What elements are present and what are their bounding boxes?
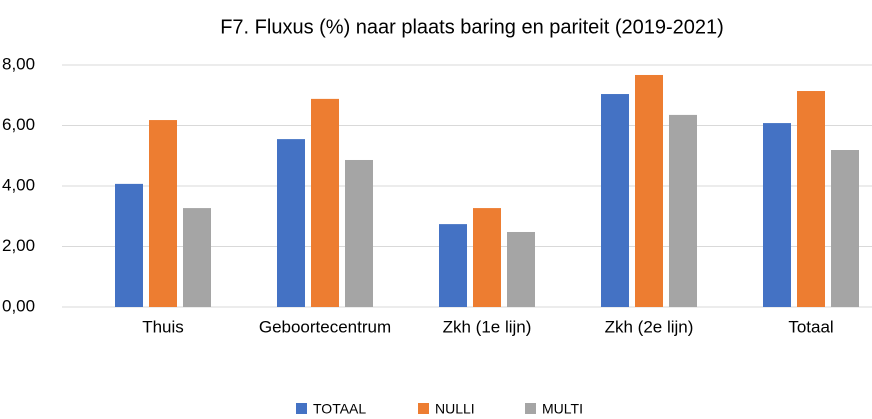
legend-swatch bbox=[418, 403, 429, 414]
bar bbox=[345, 159, 373, 307]
bar bbox=[115, 183, 143, 307]
legend-swatch bbox=[525, 403, 536, 414]
bar bbox=[277, 139, 305, 307]
legend-swatch bbox=[296, 403, 307, 414]
bar bbox=[507, 231, 535, 307]
bar bbox=[149, 120, 177, 308]
y-tick-label: 0,00 bbox=[2, 296, 35, 315]
bar bbox=[601, 94, 629, 307]
bar bbox=[311, 98, 339, 307]
bar bbox=[831, 150, 859, 307]
y-tick-label: 4,00 bbox=[2, 175, 35, 194]
bar bbox=[439, 224, 467, 307]
x-tick-label: Totaal bbox=[788, 317, 833, 336]
legend-label: MULTI bbox=[542, 401, 583, 417]
bar bbox=[635, 74, 663, 307]
x-tick-label: Thuis bbox=[142, 317, 184, 336]
y-tick-label: 6,00 bbox=[2, 115, 35, 134]
chart-title: F7. Fluxus (%) naar plaats baring en par… bbox=[220, 16, 724, 38]
y-tick-label: 8,00 bbox=[2, 54, 35, 73]
legend-label: TOTAAL bbox=[313, 401, 366, 417]
x-tick-label: Zkh (2e lijn) bbox=[605, 317, 694, 336]
y-tick-label: 2,00 bbox=[2, 236, 35, 255]
bar bbox=[183, 208, 211, 307]
x-tick-label: Geboortecentrum bbox=[259, 317, 391, 336]
bar bbox=[669, 114, 697, 307]
x-tick-label: Zkh (1e lijn) bbox=[443, 317, 532, 336]
legend-label: NULLI bbox=[435, 401, 475, 417]
bar bbox=[797, 91, 825, 307]
bar bbox=[473, 208, 501, 307]
bar bbox=[763, 123, 791, 307]
